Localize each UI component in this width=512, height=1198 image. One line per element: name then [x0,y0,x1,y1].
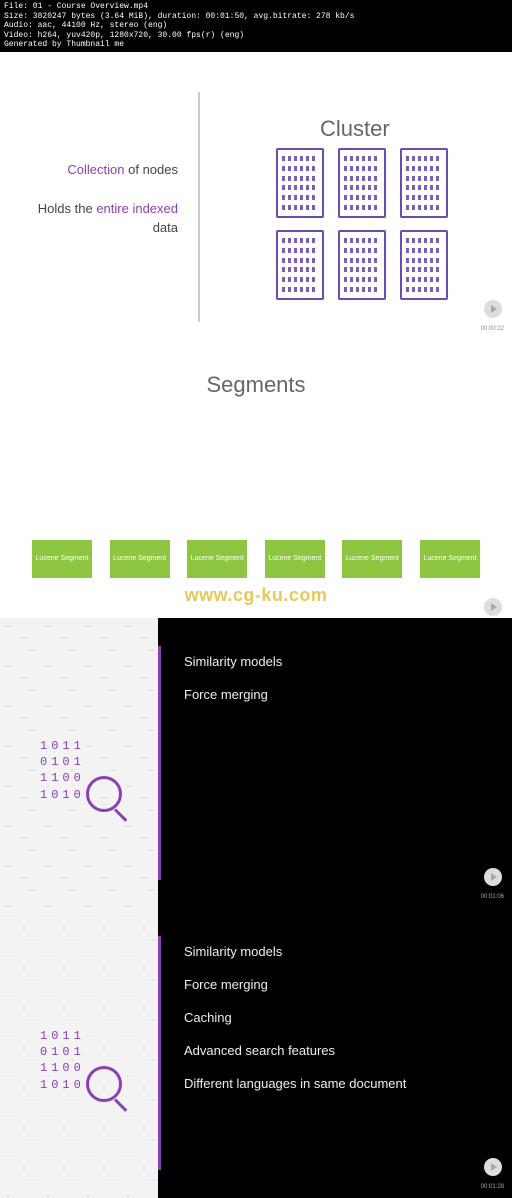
timestamp: 00:01:28 [481,1184,504,1190]
list-item: Different languages in same document [184,1076,500,1091]
slide-cluster: Cluster Collection of nodes Holds the en… [0,52,512,340]
watermark-text: www.cg-ku.com [0,585,512,606]
play-icon [484,868,502,886]
server-icon [276,148,324,218]
timestamp: 00:00:22 [481,326,504,332]
binary-icon: 1011010111001010 [40,738,85,803]
video-metadata-block: File: 01 - Course Overview.mp4 Size: 382… [0,0,512,52]
pattern-sidebar: 1011010111001010 [0,618,158,908]
list-item: Advanced search features [184,1043,500,1058]
segment-box: Lucene Segment [265,540,325,578]
topics-list: Similarity models Force merging [184,654,500,720]
topics-list: Similarity models Force merging Caching … [184,944,500,1109]
segments-title: Segments [0,372,512,398]
meta-line: Audio: aac, 44100 Hz, stereo (eng) [4,21,508,31]
accent-bar [158,646,161,880]
pattern-sidebar: 1011010111001010 [0,908,158,1198]
server-icon [338,148,386,218]
server-icon [276,230,324,300]
list-item: Similarity models [184,944,500,959]
highlight-word: Collection [67,162,124,177]
play-icon [484,300,502,318]
cluster-description: Collection of nodes Holds the entire ind… [28,160,178,238]
cluster-title: Cluster [320,116,390,142]
slide-topics-short: 1011010111001010 Similarity models Force… [0,618,512,908]
meta-line: File: 01 - Course Overview.mp4 [4,2,508,12]
meta-line: Video: h264, yuv420p, 1280x720, 30.00 fp… [4,31,508,41]
meta-line: Generated by Thumbnail me [4,40,508,50]
topics-panel: Similarity models Force merging 00:01:06 [158,618,512,908]
segment-box: Lucene Segment [187,540,247,578]
list-item: Caching [184,1010,500,1025]
segment-box: Lucene Segment [342,540,402,578]
slide-segments: Segments Lucene Segment Lucene Segment L… [0,340,512,618]
segment-box-row: Lucene Segment Lucene Segment Lucene Seg… [32,540,480,578]
server-icon [400,230,448,300]
list-item: Force merging [184,687,500,702]
binary-icon: 1011010111001010 [40,1028,85,1093]
vertical-divider [198,92,200,322]
segment-box: Lucene Segment [110,540,170,578]
segment-box: Lucene Segment [32,540,92,578]
play-icon [484,1158,502,1176]
topics-panel: Similarity models Force merging Caching … [158,908,512,1198]
server-icon [338,230,386,300]
list-item: Similarity models [184,654,500,669]
magnifier-icon [86,776,122,812]
highlight-word: entire indexed [96,201,178,216]
segment-box: Lucene Segment [420,540,480,578]
list-item: Force merging [184,977,500,992]
slide-topics-full: 1011010111001010 Similarity models Force… [0,908,512,1198]
play-icon [484,598,502,616]
server-grid [276,148,448,300]
server-icon [400,148,448,218]
timestamp: 00:01:06 [481,894,504,900]
magnifier-icon [86,1066,122,1102]
meta-line: Size: 3820247 bytes (3.64 MiB), duration… [4,12,508,22]
accent-bar [158,936,161,1170]
